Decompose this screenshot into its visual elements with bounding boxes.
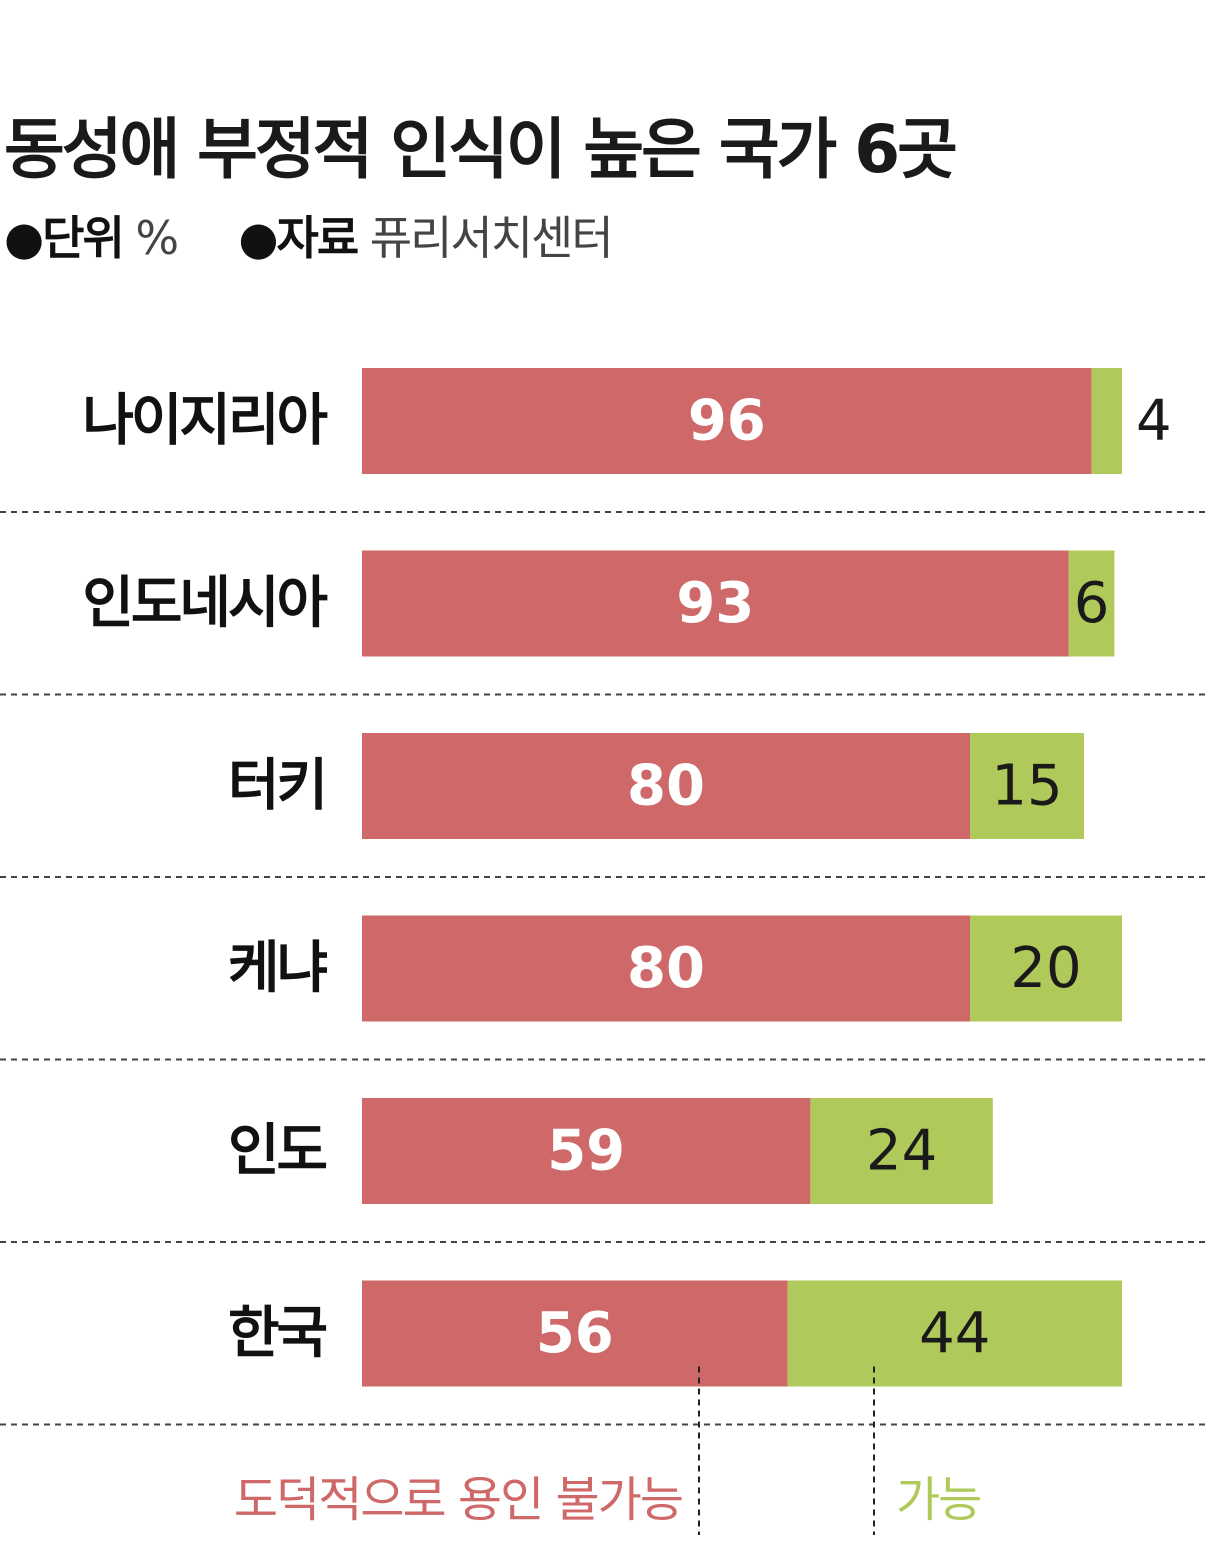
data-label-positive: 44 [919, 1301, 990, 1366]
bar-row: 나이지리아 96 4 [82, 368, 1172, 474]
bar-negative [362, 733, 970, 839]
bar-positive [810, 1098, 993, 1204]
bar-row: 한국 56 44 [228, 1280, 1122, 1387]
bar-negative [362, 550, 1069, 657]
bar-positive [1068, 550, 1115, 657]
unit-value: % [135, 211, 179, 265]
data-label-positive: 6 [1074, 571, 1110, 636]
chart-title: 동성애 부정적 인식이 높은 국가 6곳 [4, 111, 958, 188]
bar-positive [970, 733, 1084, 839]
bar-negative [362, 1280, 788, 1387]
legend-negative: 도덕적으로 용인 불가능 [234, 1472, 682, 1528]
category-label: 한국 [228, 1301, 327, 1366]
bar-row: 인도 59 24 [228, 1098, 993, 1204]
bar-row: 터키 80 15 [228, 733, 1084, 839]
bar-positive [970, 915, 1122, 1022]
category-label: 인도 [228, 1119, 327, 1184]
data-label-positive: 20 [1010, 936, 1081, 1001]
source-key: ●자료 [238, 211, 359, 265]
data-label-positive: 24 [866, 1119, 937, 1184]
category-label: 터키 [228, 754, 325, 819]
source-value: 퓨리서치센터 [369, 211, 614, 265]
unit-key: ●단위 [4, 211, 125, 265]
data-label-negative: 80 [627, 754, 705, 819]
category-label: 케냐 [228, 936, 328, 1001]
data-label-negative: 93 [676, 571, 754, 636]
legend-positive: 가능 [896, 1472, 980, 1528]
bar-negative [362, 915, 970, 1022]
bar-row: 케냐 80 20 [228, 915, 1122, 1022]
data-label-positive: 4 [1136, 389, 1172, 454]
data-label-negative: 56 [536, 1301, 614, 1366]
data-label-negative: 96 [688, 389, 766, 454]
chart-meta: ●단위 % ●자료 퓨리서치센터 [4, 202, 614, 268]
category-label: 인도네시아 [82, 571, 327, 636]
data-label-negative: 80 [627, 936, 705, 1001]
bar-negative [362, 1098, 811, 1204]
bar-row: 인도네시아 93 6 [82, 550, 1115, 657]
data-label-positive: 15 [991, 754, 1062, 819]
bar-positive [787, 1280, 1122, 1387]
data-label-negative: 59 [547, 1119, 625, 1184]
bar-positive [1091, 368, 1122, 474]
bar-negative [362, 368, 1092, 474]
category-label: 나이지리아 [82, 389, 327, 454]
